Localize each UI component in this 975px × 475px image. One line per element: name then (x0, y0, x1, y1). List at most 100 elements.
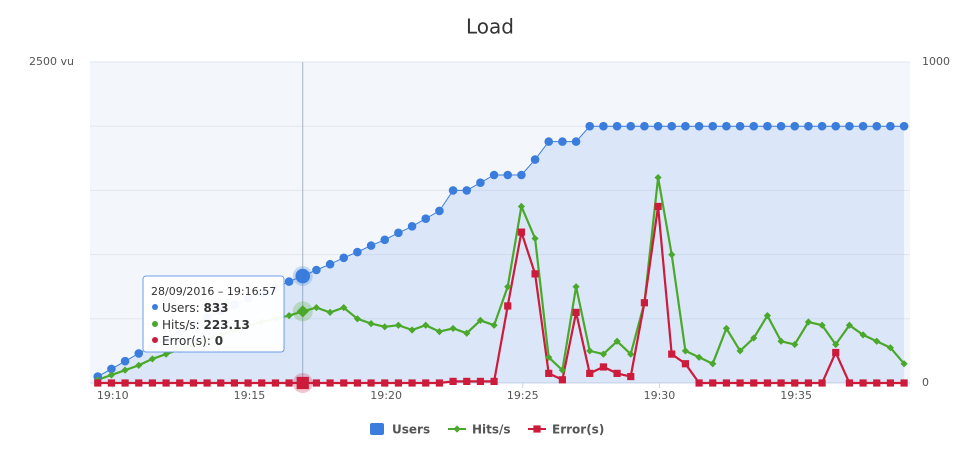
point (94, 379, 102, 387)
point (295, 268, 311, 284)
point (708, 121, 718, 131)
point (750, 379, 758, 387)
point (530, 155, 540, 164)
point (217, 379, 225, 387)
point (722, 324, 731, 333)
point (517, 202, 526, 211)
point (490, 321, 498, 329)
point (462, 186, 472, 195)
point (750, 334, 758, 342)
point (626, 121, 636, 131)
x-tick-label: 19:15 (234, 389, 266, 402)
point (694, 121, 704, 131)
point (668, 350, 676, 358)
point (312, 379, 321, 387)
point (886, 121, 895, 131)
tooltip-dot (152, 321, 158, 327)
point (818, 321, 826, 329)
point (353, 315, 362, 323)
point (367, 379, 375, 387)
tooltip-label: Users: (162, 301, 200, 315)
point (695, 379, 703, 387)
legend-label: Error(s) (552, 423, 604, 437)
point (148, 379, 157, 387)
point (366, 241, 376, 250)
area (97, 126, 905, 383)
point (873, 379, 881, 387)
tooltip-value: 223.13 (203, 318, 249, 332)
point (886, 344, 895, 352)
point (831, 121, 841, 131)
point (285, 311, 293, 320)
point (681, 360, 690, 368)
point (422, 379, 430, 387)
tooltip-value: 0 (215, 334, 223, 348)
point (709, 360, 717, 368)
point (722, 379, 731, 387)
point (381, 379, 389, 387)
point (668, 251, 676, 259)
point (681, 121, 690, 131)
point (571, 137, 581, 146)
point (312, 265, 321, 275)
point (667, 121, 677, 131)
point (531, 270, 539, 278)
point (381, 323, 389, 331)
point (653, 121, 663, 131)
point (627, 372, 635, 381)
x-tick-label: 19:10 (97, 389, 129, 402)
point (121, 379, 129, 387)
point (340, 379, 348, 387)
point (763, 121, 772, 131)
point (804, 121, 813, 131)
point (121, 366, 129, 374)
point (817, 121, 827, 131)
point (435, 328, 444, 336)
point (804, 318, 813, 326)
tooltip-label: Error(s): (162, 334, 211, 348)
plot-layer: 2500 vu 0 1000 19:10 19:15 19:20 19:25 19:30 19:… (29, 55, 950, 437)
point (832, 340, 840, 349)
legend-label: Hits/s (472, 423, 511, 437)
point (533, 425, 541, 433)
point (107, 364, 116, 374)
point (284, 277, 294, 286)
legend-label: Users (392, 423, 430, 437)
y-tick-label: 2500 vu (29, 55, 74, 68)
point (531, 234, 539, 243)
point (900, 379, 908, 387)
point (176, 379, 184, 387)
point (858, 121, 868, 131)
point (230, 379, 239, 387)
tooltip-title: 28/09/2016 – 19:16:57 (151, 285, 276, 298)
tooltip-label: Error(s): 0 (162, 334, 223, 348)
point (120, 356, 130, 366)
point (463, 377, 471, 385)
point (353, 379, 362, 387)
point (476, 377, 485, 385)
point (832, 348, 840, 357)
point (517, 170, 526, 180)
point (453, 425, 461, 433)
point (612, 121, 622, 131)
point (572, 283, 580, 291)
point (504, 283, 512, 291)
point (135, 379, 143, 387)
point (134, 349, 144, 358)
point (886, 379, 895, 387)
point (804, 379, 813, 387)
point (490, 377, 498, 385)
point (326, 379, 334, 387)
point (422, 321, 430, 329)
point (763, 311, 772, 320)
point (340, 303, 348, 312)
point (585, 121, 595, 131)
point (586, 369, 594, 377)
point (790, 121, 800, 131)
point (735, 121, 745, 131)
point (627, 350, 635, 358)
point (107, 379, 116, 387)
tooltip-label: Users: 833 (162, 301, 229, 315)
point (845, 321, 854, 329)
point (135, 361, 143, 369)
